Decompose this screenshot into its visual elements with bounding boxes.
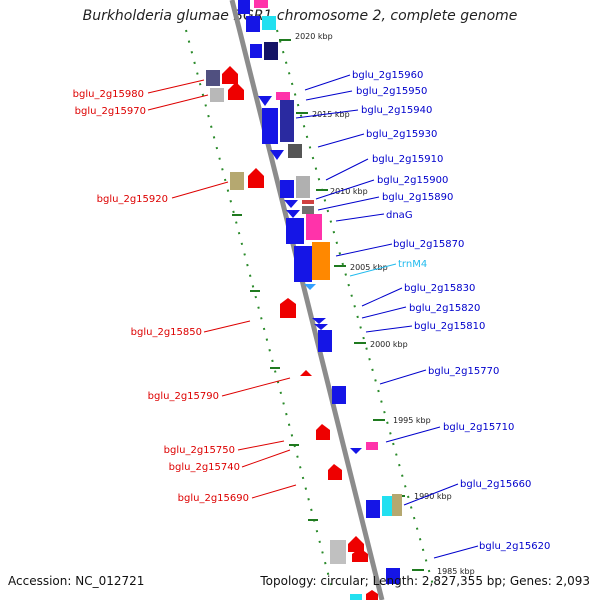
gene-label: bglu_2g15740: [169, 462, 240, 473]
gene-label: bglu_2g15850: [131, 327, 202, 338]
genome-axis: [229, 0, 385, 600]
reverse-gene-features: [206, 66, 378, 600]
trna-connector: [349, 263, 397, 277]
genome-stats-text: Topology: circular; Length: 2,827,355 bp…: [260, 574, 590, 588]
gene-label: bglu_2g15810: [414, 321, 485, 332]
scale-label: 1990 kbp: [414, 492, 452, 501]
gene-label: bglu_2g15900: [377, 175, 448, 186]
gene-label: bglu_2g15690: [178, 493, 249, 504]
gene-label: bglu_2g15620: [479, 541, 550, 552]
reverse-strand-guide: [185, 29, 332, 586]
gene-label: bglu_2g15660: [460, 479, 531, 490]
gene-label: bglu_2g15890: [382, 192, 453, 203]
trna-label: trnM4: [398, 259, 427, 270]
gene-label: bglu_2g15980: [73, 89, 144, 100]
gene-label: bglu_2g15710: [443, 422, 514, 433]
gene-label: bglu_2g15750: [164, 445, 235, 456]
gene-label: bglu_2g15940: [361, 105, 432, 116]
scale-label: 1995 kbp: [393, 416, 431, 425]
gene-label: bglu_2g15970: [75, 106, 146, 117]
scale-label: 2020 kbp: [295, 32, 333, 41]
gene-label: bglu_2g15790: [148, 391, 219, 402]
gene-label: bglu_2g15910: [372, 154, 443, 165]
scale-ticks: [232, 39, 424, 571]
gene-label: bglu_2g15820: [409, 303, 480, 314]
gene-label: dnaG: [386, 210, 413, 221]
scale-label: 2015 kbp: [312, 110, 350, 119]
gene-label: bglu_2g15950: [356, 86, 427, 97]
page-title: Burkholderia glumae BGR1 chromosome 2, c…: [82, 8, 518, 24]
scale-label: 2010 kbp: [330, 187, 368, 196]
gene-label: bglu_2g15960: [352, 70, 423, 81]
scale-label: 1985 kbp: [437, 567, 475, 576]
scale-label: 2000 kbp: [370, 340, 408, 349]
forward-gene-features: [238, 0, 402, 600]
gene-label: bglu_2g15870: [393, 239, 464, 250]
accession-text: Accession: NC_012721: [8, 574, 145, 588]
gene-label: bglu_2g15830: [404, 283, 475, 294]
forward-label-connectors: [295, 74, 479, 559]
scale-label: 2005 kbp: [350, 263, 388, 272]
gene-label: bglu_2g15930: [366, 129, 437, 140]
gene-label: bglu_2g15770: [428, 366, 499, 377]
gene-label: bglu_2g15920: [97, 194, 168, 205]
reverse-label-connectors: [147, 79, 297, 499]
